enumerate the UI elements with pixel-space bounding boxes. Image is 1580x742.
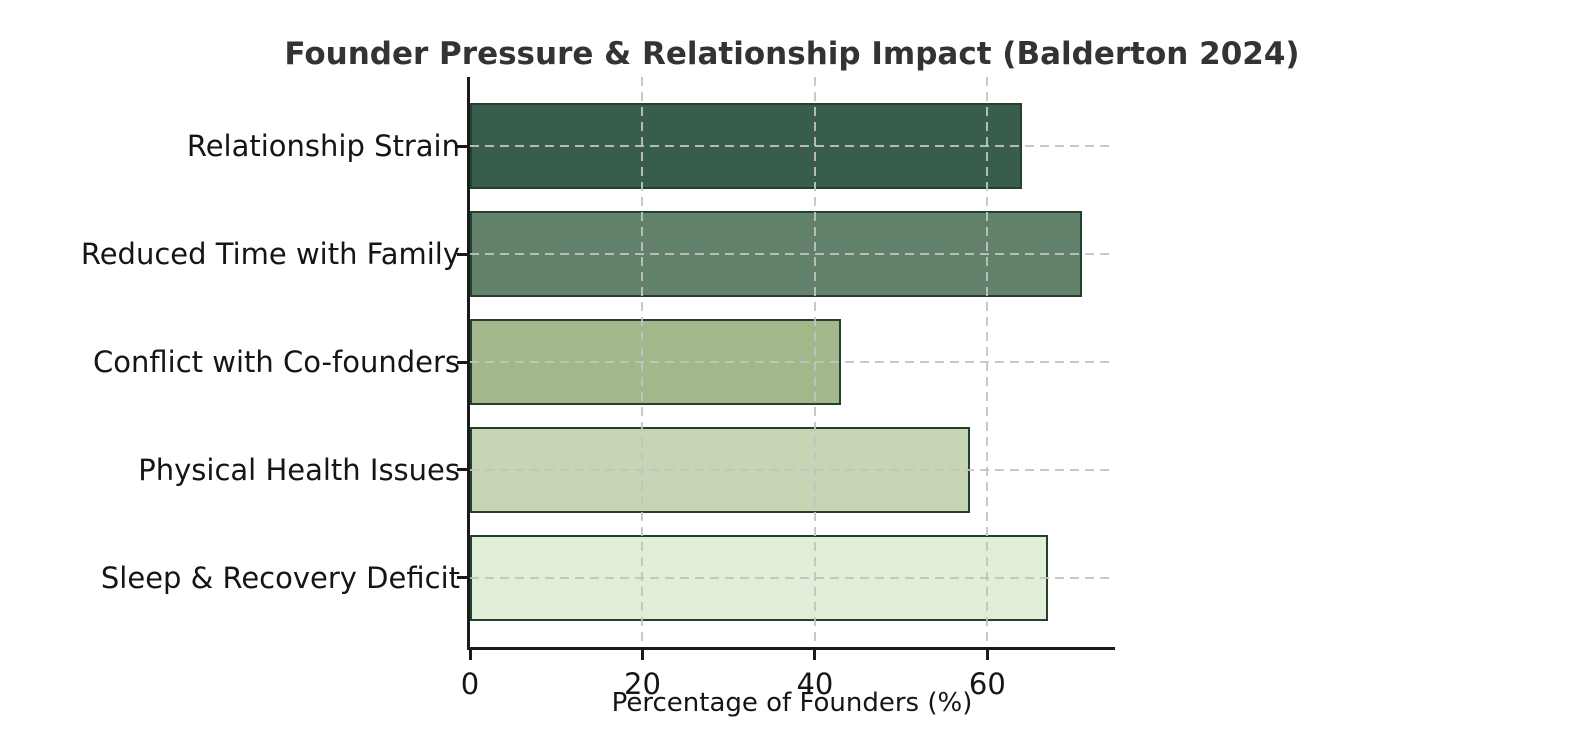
category-label: Conflict with Co-founders — [93, 345, 460, 379]
y-tick-mark — [457, 468, 467, 472]
y-tick-mark — [457, 252, 467, 256]
gridline-horizontal — [470, 145, 1115, 148]
gridline-horizontal — [470, 576, 1115, 579]
y-tick-mark — [457, 144, 467, 148]
y-tick-mark — [457, 360, 467, 364]
gridline-vertical — [813, 77, 816, 647]
gridline-horizontal — [470, 468, 1115, 471]
gridline-horizontal — [470, 361, 1115, 363]
category-label: Physical Health Issues — [138, 452, 460, 487]
y-tick-mark — [457, 576, 467, 580]
x-axis-spine — [467, 647, 1115, 650]
x-tick-label: 60 — [968, 667, 1006, 701]
plot-area: Relationship Strain Reduced Time with Fam… — [81, 77, 1115, 701]
x-tick-mark — [468, 650, 472, 660]
chart-title: Founder Pressure & Relationship Impact (… — [284, 36, 1300, 72]
category-label: Relationship Strain — [186, 129, 460, 164]
x-tick-label: 0 — [460, 667, 480, 701]
gridline-vertical — [986, 77, 989, 647]
x-tick-mark — [985, 650, 989, 660]
x-tick-label: 20 — [624, 667, 661, 701]
y-axis-spine — [467, 77, 470, 650]
gridline-horizontal — [470, 253, 1115, 256]
x-tick-label: 40 — [796, 667, 834, 701]
gridline-vertical — [641, 77, 644, 647]
category-label: Reduced Time with Family — [80, 237, 460, 272]
x-axis-label: Percentage of Founders (%) — [611, 688, 973, 718]
category-label: Sleep & Recovery Deficit — [100, 560, 460, 595]
x-tick-mark — [813, 650, 817, 660]
x-tick-mark — [640, 650, 644, 660]
